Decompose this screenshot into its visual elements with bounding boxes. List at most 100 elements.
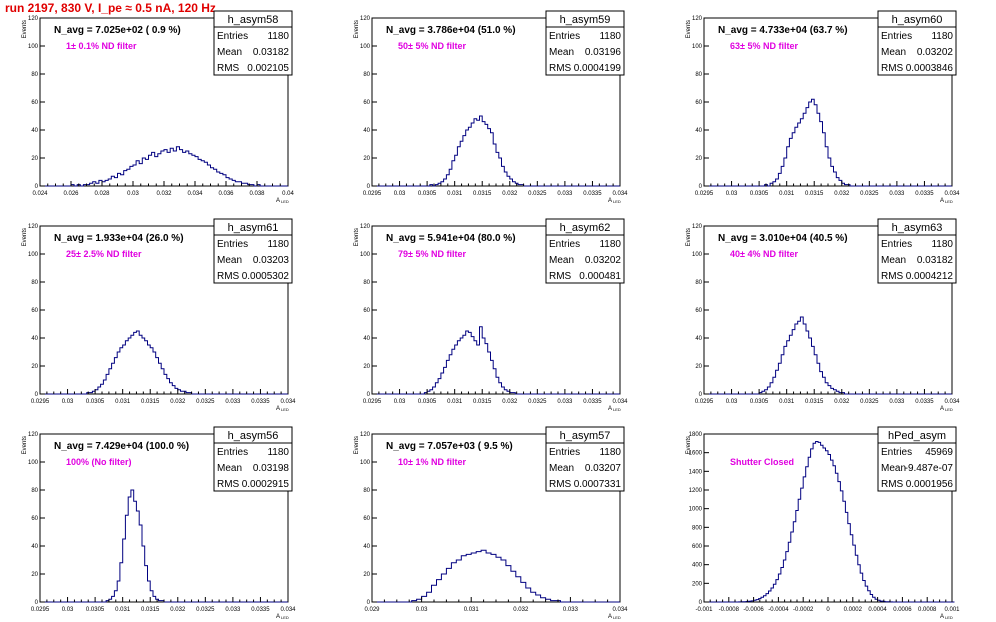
x-tick-label: 0.0325 (860, 191, 879, 197)
y-axis-title: Events (686, 228, 692, 246)
y-tick-label: 120 (360, 224, 371, 230)
x-tick-label: 0.03 (416, 607, 428, 613)
y-tick-label: 80 (31, 280, 38, 286)
x-tick-label: 0.028 (94, 191, 110, 197)
y-tick-label: 20 (363, 572, 370, 578)
y-tick-label: 100 (360, 252, 371, 258)
y-tick-label: 400 (692, 563, 703, 569)
stats-label: RMS (881, 271, 904, 282)
x-tick-label: -0.0006 (743, 607, 764, 613)
x-tick-label: 0.032 (834, 399, 850, 405)
y-tick-label: 40 (363, 128, 370, 134)
x-tick-label: 0.0335 (583, 191, 602, 197)
y-axis-title: Events (22, 436, 28, 454)
x-tick-label: 0.032 (834, 191, 850, 197)
x-tick-label: 0.0295 (363, 399, 382, 405)
stats-value: 0.0004199 (574, 63, 622, 74)
y-axis-title: Events (22, 228, 28, 246)
stats-value: 0.0007331 (574, 479, 622, 490)
x-axis-subscript: LED (613, 407, 621, 412)
stats-box (877, 442, 957, 492)
stats-value: 1180 (267, 447, 289, 458)
stats-label: Entries (881, 31, 912, 42)
histogram-line (40, 489, 288, 603)
y-tick-label: 60 (695, 308, 702, 314)
x-tick-label: 0.031 (447, 399, 463, 405)
stats-value: 1180 (599, 31, 621, 42)
y-tick-label: 60 (363, 308, 370, 314)
y-tick-label: 120 (360, 432, 371, 438)
y-tick-label: 1600 (689, 451, 703, 457)
y-tick-label: 600 (692, 544, 703, 550)
y-tick-label: 60 (31, 100, 38, 106)
x-tick-label: 0.034 (187, 191, 203, 197)
stats-value: 0.03207 (585, 463, 622, 474)
y-tick-label: 120 (28, 432, 39, 438)
x-tick-label: 0.0002 (844, 607, 863, 613)
y-tick-label: 60 (695, 100, 702, 106)
x-tick-label: 0.034 (280, 607, 296, 613)
y-tick-label: 20 (695, 364, 702, 370)
stats-box (213, 234, 293, 284)
histogram-name: h_asym61 (228, 222, 279, 234)
y-axis-title: Events (686, 436, 692, 454)
y-axis-title: Events (686, 20, 692, 38)
x-tick-label: -0.0002 (793, 607, 814, 613)
x-tick-label: 0.03 (726, 191, 738, 197)
y-tick-label: 0 (699, 184, 703, 190)
x-tick-label: 0.0325 (196, 607, 215, 613)
stats-label: Entries (549, 31, 580, 42)
x-tick-label: 0 (826, 607, 830, 613)
navg-label: N_avg = 5.941e+04 (80.0 %) (386, 233, 516, 244)
x-tick-label: 0.0295 (695, 399, 714, 405)
y-tick-label: 0 (35, 600, 39, 606)
stats-value: 0.03198 (253, 463, 290, 474)
y-axis-title: Events (354, 436, 360, 454)
stats-label: Entries (549, 447, 580, 458)
x-axis-title: ALED (940, 406, 953, 412)
filter-label: 1± 0.1% ND filter (66, 41, 137, 51)
y-axis-title: Events (354, 228, 360, 246)
y-axis-title: Events (22, 20, 28, 38)
x-tick-label: 0.0315 (805, 399, 824, 405)
y-tick-label: 40 (31, 336, 38, 342)
filter-label: 40± 4% ND filter (730, 249, 798, 259)
x-tick-label: 0.0305 (750, 399, 769, 405)
y-tick-label: 20 (31, 364, 38, 370)
x-tick-label: 0.032 (170, 607, 186, 613)
histogram-panel-hPed_asym: -0.001 -0.0008 -0.0006 -0.0004 -0.0002 0 0.000… (686, 426, 960, 620)
x-tick-label: 0.04 (282, 191, 294, 197)
x-tick-label: 0.032 (502, 191, 518, 197)
y-tick-label: 20 (31, 572, 38, 578)
histogram-panel-h_asym63: 0.0295 0.03 0.0305 0.031 0.0315 0.032 0.0325 0.… (686, 218, 960, 412)
x-tick-label: 0.034 (944, 191, 960, 197)
y-tick-label: 60 (31, 516, 38, 522)
histogram-panel-h_asym59: 0.0295 0.03 0.0305 0.031 0.0315 0.032 0.0325 0.… (354, 10, 628, 204)
y-tick-label: 100 (692, 44, 703, 50)
stats-value: 0.03202 (917, 47, 954, 58)
stats-label: Mean (549, 255, 574, 266)
x-tick-label: 0.0295 (695, 191, 714, 197)
x-tick-label: 0.033 (225, 607, 241, 613)
histogram-panel-h_asym57: 0.029 0.03 0.031 0.032 0.033 0.034 0 20 40 60 80 10… (354, 426, 628, 620)
x-axis-title: ALED (608, 614, 621, 620)
x-tick-label: 0.0315 (141, 607, 160, 613)
x-tick-label: 0.03 (62, 607, 74, 613)
stats-value: 0.0005302 (242, 271, 290, 282)
stats-box (213, 26, 293, 76)
histogram-name: h_asym57 (560, 430, 611, 442)
stats-value: 0.0004212 (906, 271, 954, 282)
stats-label: Mean (549, 47, 574, 58)
stats-label: RMS (217, 271, 240, 282)
stats-label: Mean (881, 463, 906, 474)
stats-value: 1180 (931, 239, 953, 250)
x-tick-label: 0.0315 (141, 399, 160, 405)
stats-label: RMS (217, 63, 240, 74)
stats-value: 0.03196 (585, 47, 622, 58)
stats-value: 0.0003846 (906, 63, 954, 74)
y-tick-label: 200 (692, 581, 703, 587)
histogram-line (704, 316, 952, 395)
y-tick-label: 80 (31, 72, 38, 78)
x-tick-label: 0.0006 (893, 607, 912, 613)
x-tick-label: 0.033 (889, 399, 905, 405)
